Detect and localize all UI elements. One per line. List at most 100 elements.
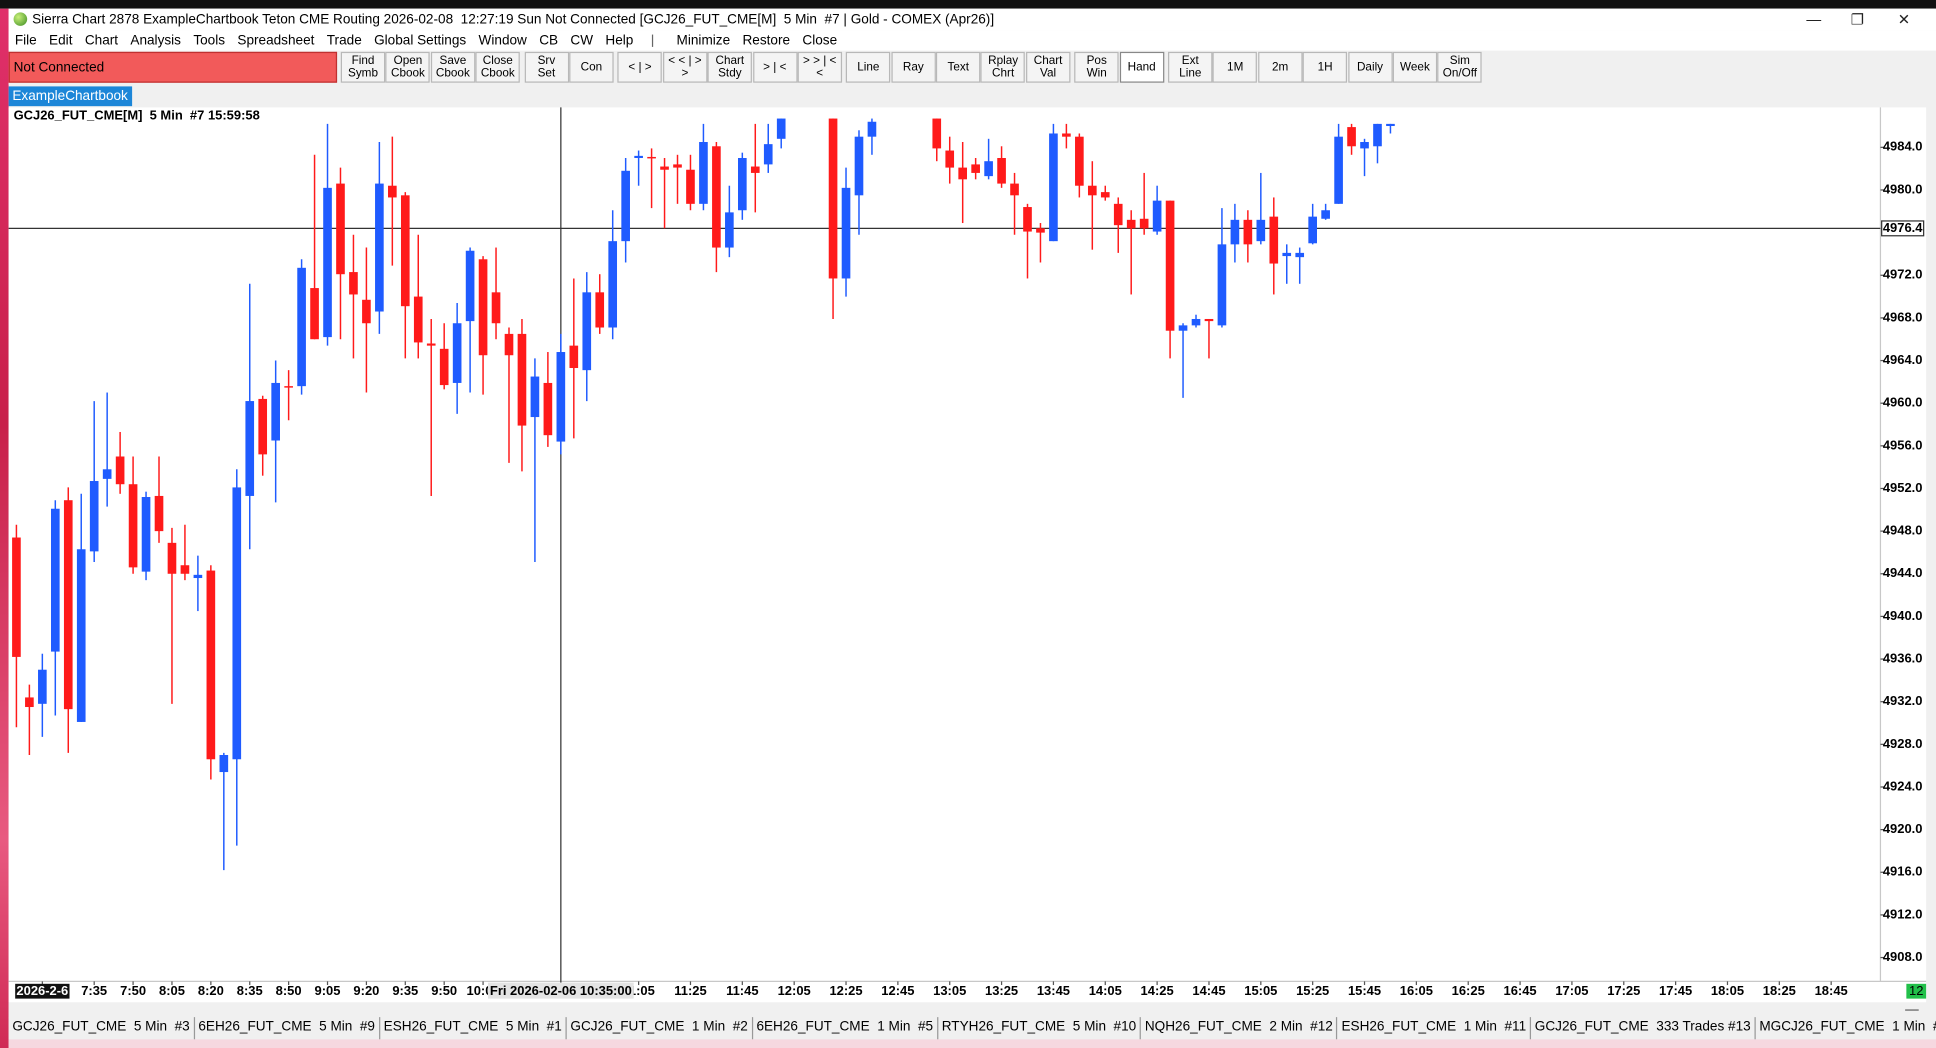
toolbar-button[interactable]: Srv Set — [524, 51, 569, 83]
toolbar-button[interactable]: Find Symb — [340, 51, 386, 83]
y-tick-label: 4972.0 — [1883, 267, 1923, 282]
toolbar-button[interactable]: 1H — [1302, 51, 1348, 83]
menu-item[interactable]: Minimize — [676, 33, 731, 49]
candle-body — [219, 754, 229, 773]
maximize-button[interactable]: ❐ — [1850, 11, 1865, 29]
menu-item[interactable]: Global Settings — [374, 33, 467, 49]
toolbar-button[interactable]: 1M — [1212, 51, 1258, 83]
candle-body — [310, 288, 319, 340]
candle-body — [725, 212, 734, 248]
chartbook-tab[interactable]: ExampleChartbook — [8, 86, 132, 107]
toolbar-button[interactable]: Chart Stdy — [707, 51, 753, 83]
menu-item[interactable]: CW — [570, 33, 594, 49]
crosshair-price-label: 4976.4 — [1883, 220, 1923, 235]
candle-body — [1282, 252, 1292, 257]
candle-body — [660, 166, 669, 170]
candle-body — [478, 259, 488, 356]
candle-body — [1113, 203, 1123, 226]
chart-tab[interactable]: 6EH26_FUT_CME 1 Min #5 — [753, 1017, 939, 1040]
candle-body — [1087, 185, 1097, 196]
toolbar-button[interactable]: Daily — [1347, 51, 1393, 83]
candle-body — [50, 508, 60, 652]
toolbar-button[interactable]: Close Cbook — [475, 51, 521, 83]
toolbar-button[interactable]: Ray — [891, 51, 936, 83]
chart-tab[interactable]: MGCJ26_FUT_CME 1 Min #6 — [1756, 1017, 1936, 1039]
toolbar-button[interactable]: Rplay Chrt — [980, 51, 1026, 83]
toolbar-button[interactable]: Ext Line — [1168, 51, 1213, 83]
chart-tab[interactable]: NQH26_FUT_CME 2 Min #12 — [1141, 1017, 1338, 1040]
candle-body — [1010, 183, 1019, 196]
menu-item[interactable]: Chart — [84, 33, 119, 49]
menu-item[interactable]: Close — [802, 33, 838, 49]
candle-body — [362, 299, 371, 324]
scroll-handle[interactable]: — — [1905, 1002, 1919, 1018]
menu-item[interactable]: Analysis — [130, 33, 181, 49]
menu-item[interactable]: Trade — [326, 33, 362, 49]
menu-item[interactable]: File — [14, 33, 37, 49]
crosshair-price-box — [1881, 220, 1925, 237]
toolbar-button[interactable]: Con — [569, 51, 614, 83]
x-tick-label: 9:05 — [315, 983, 341, 998]
candle-body — [867, 121, 877, 137]
x-tick-label: 8:50 — [276, 983, 302, 998]
toolbar-button[interactable]: Sim On/Off — [1437, 51, 1483, 83]
menu-item[interactable]: Spreadsheet — [237, 33, 315, 49]
toolbar-button[interactable]: > | < — [752, 51, 798, 83]
toolbar-button[interactable]: Open Cbook — [385, 51, 431, 83]
candle-body — [1230, 219, 1240, 245]
toolbar-button[interactable]: > > | < < — [797, 51, 842, 83]
toolbar-button[interactable]: < < | > > — [662, 51, 708, 83]
chart-tab[interactable]: ESH26_FUT_CME 5 Min #1 — [380, 1017, 567, 1040]
chart-tab[interactable]: 6EH26_FUT_CME 5 Min #9 — [195, 1017, 380, 1040]
menu-item[interactable]: CB — [539, 33, 559, 49]
candle-body — [115, 456, 125, 485]
window-title: Sierra Chart 2878 ExampleChartbook Teton… — [32, 12, 995, 28]
toolbar-button[interactable]: Save Cbook — [430, 51, 476, 83]
toolbar-button[interactable]: Chart Val — [1025, 51, 1071, 83]
toolbar-button[interactable]: Pos Win — [1074, 51, 1119, 83]
candle-body — [452, 323, 462, 383]
candle-body — [465, 250, 475, 322]
close-button[interactable]: ✕ — [1897, 11, 1911, 29]
y-tick-label: 4916.0 — [1883, 864, 1923, 879]
y-tick-label: 4968.0 — [1883, 309, 1923, 324]
toolbar-button[interactable]: Text — [935, 51, 981, 83]
chart-tab[interactable]: ESH26_FUT_CME 1 Min #11 — [1338, 1017, 1532, 1040]
x-tick-label: 13:25 — [985, 983, 1018, 998]
candle-body — [245, 401, 255, 496]
x-tick-label: 14:05 — [1089, 983, 1122, 998]
candle-body — [841, 187, 851, 279]
minimize-button[interactable]: — — [1806, 11, 1822, 29]
chart-tab[interactable]: GCJ26_FUT_CME 5 Min #3 — [9, 1017, 195, 1040]
chart-tab[interactable]: GCJ26_FUT_CME 333 Trades #13 — [1531, 1017, 1756, 1040]
candle-body — [1243, 219, 1253, 245]
toolbar-button[interactable]: Week — [1392, 51, 1438, 83]
toolbar-button[interactable]: Hand — [1119, 51, 1164, 83]
y-tick-label: 4936.0 — [1883, 650, 1923, 665]
toolbar-button[interactable]: 2m — [1257, 51, 1303, 83]
candle-body — [439, 348, 449, 386]
x-tick-label: 16:25 — [1452, 983, 1485, 998]
x-tick-label: 7:50 — [120, 983, 146, 998]
candle-body — [1100, 192, 1110, 198]
candle-body — [1308, 216, 1317, 244]
chart-tab[interactable]: GCJ26_FUT_CME 1 Min #2 — [567, 1017, 753, 1040]
candle-body — [76, 549, 86, 722]
menu-item[interactable]: Edit — [49, 33, 73, 49]
candle-body — [647, 156, 656, 159]
chart-tab[interactable]: RTYH26_FUT_CME 5 Min #10 — [938, 1017, 1142, 1040]
menu-item[interactable]: Help — [605, 33, 634, 49]
x-tick-label: 9:20 — [353, 983, 379, 998]
candle-body — [1295, 252, 1305, 258]
menu-item[interactable]: Window — [478, 33, 527, 49]
bar-count: 12 — [1909, 983, 1923, 998]
candle-body — [1075, 136, 1084, 186]
candle-body — [491, 292, 501, 324]
menu-item[interactable]: Restore — [742, 33, 791, 49]
menu-item[interactable]: Tools — [193, 33, 226, 49]
toolbar-button[interactable]: < | > — [617, 51, 663, 83]
toolbar-button[interactable]: Line — [846, 51, 891, 83]
y-tick-label: 4920.0 — [1883, 821, 1923, 836]
x-tick-label: 2026-2-6 — [16, 983, 68, 998]
